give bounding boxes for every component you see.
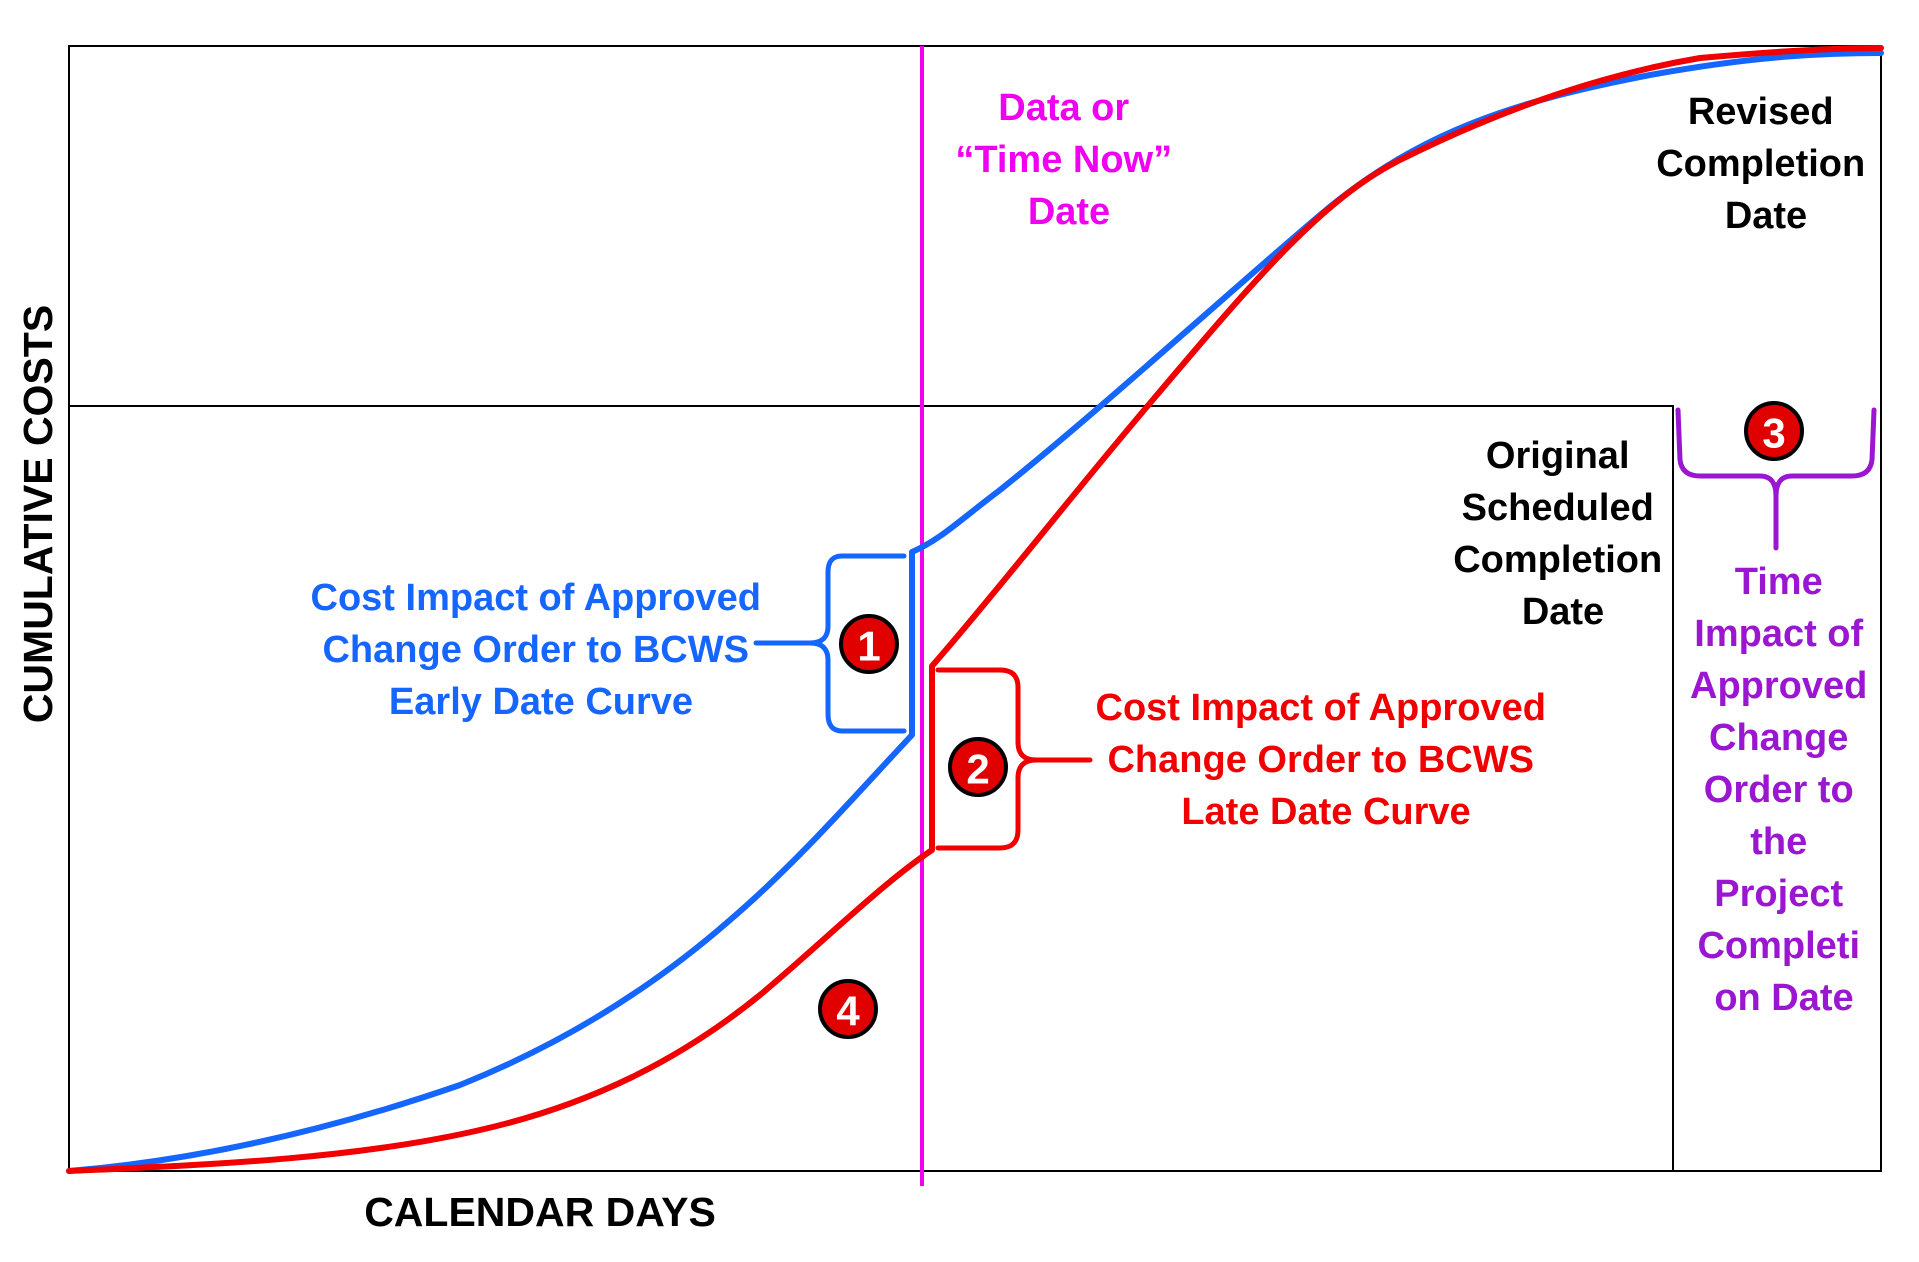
marker-2: 2 bbox=[948, 737, 1008, 797]
svg-text:1: 1 bbox=[857, 623, 880, 670]
marker-1: 1 bbox=[839, 614, 899, 674]
marker-4: 4 bbox=[818, 979, 878, 1039]
late-date-curve bbox=[66, 45, 1884, 1174]
cost-impact-early-label: Cost Impact of Approved Change Order to … bbox=[311, 577, 772, 723]
svg-text:2: 2 bbox=[966, 746, 989, 793]
bracket-early-cost-impact bbox=[753, 553, 907, 734]
cost-impact-late-label: Cost Impact of Approved Change Order to … bbox=[1096, 687, 1557, 833]
marker-3: 3 bbox=[1744, 401, 1804, 461]
bracket-time-impact bbox=[1675, 407, 1877, 551]
data-date-label: Data or “Time Now” Date bbox=[955, 87, 1182, 233]
svg-text:4: 4 bbox=[836, 988, 860, 1035]
y-axis-label: CUMULATIVE COSTS bbox=[15, 305, 61, 723]
original-completion-label: Original Scheduled Completion Date bbox=[1453, 435, 1673, 633]
chart-frame bbox=[68, 45, 1882, 1172]
x-axis-label: CALENDAR DAYS bbox=[364, 1189, 716, 1235]
time-impact-label: Time Impact of Approved Change Order to … bbox=[1690, 561, 1878, 1019]
original-schedule-box bbox=[69, 405, 1674, 1171]
svg-text:3: 3 bbox=[1762, 410, 1785, 457]
bracket-late-cost-impact bbox=[935, 667, 1093, 851]
revised-completion-label: Revised Completion Date bbox=[1656, 91, 1876, 237]
